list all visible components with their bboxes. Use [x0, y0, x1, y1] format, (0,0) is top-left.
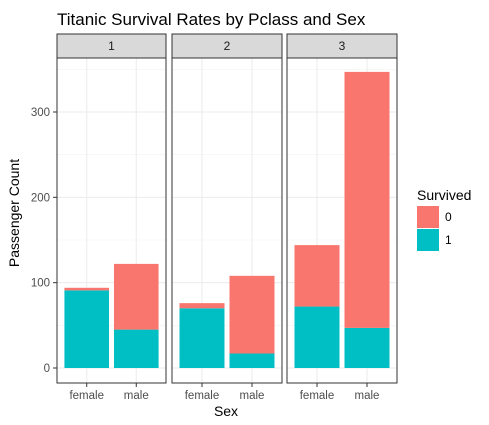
- bar-3-female-survived-0: [294, 245, 340, 307]
- bar-2-female-survived-0: [179, 303, 225, 309]
- facet-strip: [56, 33, 167, 59]
- panel-border: [286, 57, 398, 384]
- legend-key-0: [417, 206, 439, 228]
- legend-label-0: 0: [445, 210, 452, 224]
- y-axis: 0 100 200 300: [31, 107, 57, 375]
- x-tick-label: female: [300, 390, 335, 402]
- facet-panels: 1 female male 2 female male 3 female male: [56, 33, 398, 402]
- panel-border: [56, 57, 167, 384]
- bar-1-male-survived-0: [113, 263, 159, 330]
- x-tick-label: female: [185, 390, 220, 402]
- y-tick-label: 300: [31, 107, 50, 119]
- x-axis-title: Sex: [214, 403, 238, 419]
- bar-1-male-survived-1: [113, 329, 159, 368]
- bar-1-female-survived-1: [64, 290, 110, 368]
- x-tick-label: female: [69, 390, 104, 402]
- x-tick-label: male: [124, 390, 149, 402]
- y-tick-label: 200: [31, 192, 50, 204]
- x-tick-label: male: [240, 390, 265, 402]
- y-axis-title: Passenger Count: [6, 159, 22, 267]
- bar-3-female-survived-1: [294, 306, 340, 368]
- legend: Survived 0 1: [417, 187, 471, 251]
- legend-label-1: 1: [445, 233, 452, 247]
- legend-title: Survived: [417, 187, 471, 203]
- facet-panel-2: 2 female male: [171, 33, 283, 402]
- facet-strip: [286, 33, 398, 59]
- chart-title: Titanic Survival Rates by Pclass and Sex: [57, 10, 366, 29]
- legend-key-1: [417, 229, 439, 251]
- bar-2-female-survived-1: [179, 308, 225, 368]
- bar-1-female-survived-0: [64, 287, 110, 291]
- x-tick-label: male: [355, 390, 380, 402]
- facet-panel-3: 3 female male: [286, 33, 398, 402]
- bar-3-male-survived-0: [344, 71, 390, 328]
- bar-3-male-survived-1: [344, 327, 390, 368]
- y-tick-label: 0: [44, 363, 50, 375]
- facet-strip-label: 3: [339, 39, 346, 53]
- bar-2-male-survived-1: [229, 353, 275, 368]
- bar-2-male-survived-0: [229, 275, 275, 354]
- panel-border: [171, 57, 283, 384]
- facet-strip-label: 1: [108, 39, 115, 53]
- y-tick-label: 100: [31, 278, 50, 290]
- facet-panel-1: 1 female male: [56, 33, 167, 402]
- facet-strip-label: 2: [224, 39, 231, 53]
